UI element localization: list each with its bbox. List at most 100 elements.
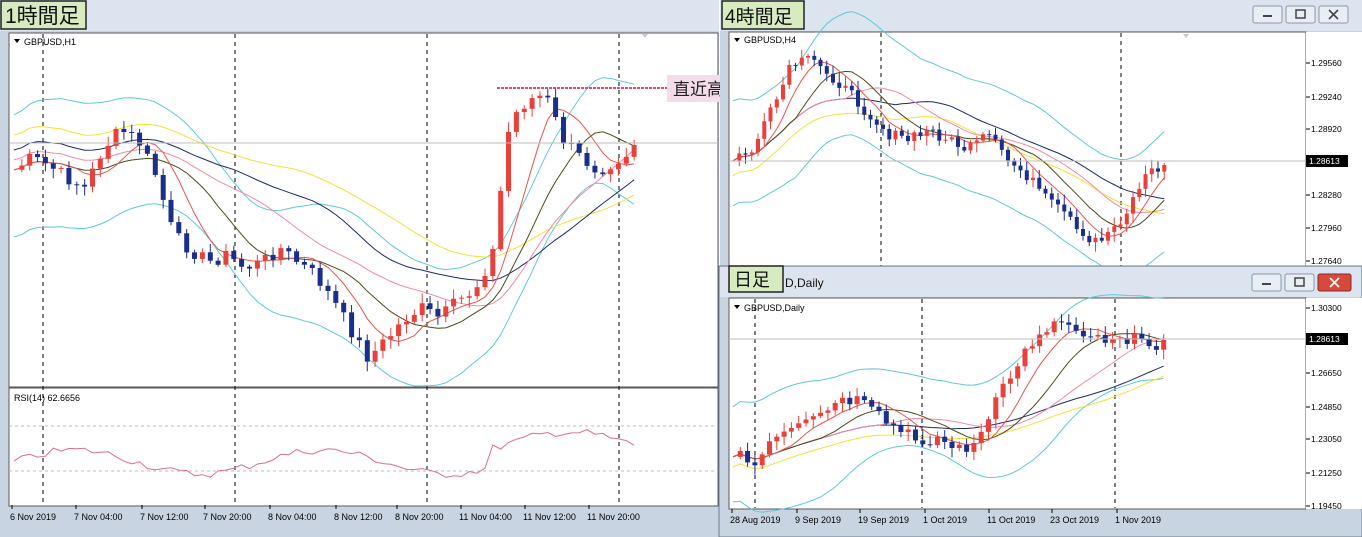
h4-candle-body: [762, 121, 767, 139]
daily-tag-box: [728, 265, 784, 293]
h4-tag: 4時間足: [725, 6, 793, 28]
h1-candle-body: [466, 296, 472, 298]
h4-maximize-button[interactable]: [1285, 5, 1316, 24]
daily-dropdown-icon[interactable]: [734, 305, 740, 309]
h1-candle-body: [27, 154, 33, 166]
h4-candle-body: [806, 55, 810, 58]
h4-candle-body: [749, 152, 754, 155]
daily-xtick-label: 9 Sep 2019: [795, 515, 841, 525]
daily-candle-body: [913, 429, 918, 441]
daily-candle-body: [803, 419, 809, 424]
h1-candle-body: [168, 199, 174, 223]
h4-candle-body: [981, 134, 985, 141]
h4-candle-body: [837, 82, 842, 88]
h1-candle-body: [576, 143, 582, 153]
h1-candle-body: [615, 163, 621, 170]
h4-ytick-label: 1.28920: [1311, 124, 1342, 134]
daily-candle-body: [964, 444, 970, 452]
h1-candle-body: [506, 131, 511, 191]
h1-xtick-label: 7 Nov 04:00: [74, 512, 123, 522]
daily-ytick-label: 1.23050: [1311, 434, 1342, 444]
h1-candle-body: [356, 337, 362, 341]
h4-candle-body: [831, 73, 835, 83]
daily-candle-body: [949, 441, 955, 448]
h1-candle-body: [247, 266, 252, 269]
maximize-icon: [1295, 9, 1306, 19]
h1-candle-body: [254, 260, 260, 269]
daily-candle-body: [810, 416, 816, 420]
daily-candle-body: [971, 443, 977, 452]
h4-candle-body: [1118, 224, 1123, 227]
h4-ma-pink: [732, 87, 1165, 214]
h4-candle-body: [881, 124, 885, 129]
daily-candle-body: [1037, 334, 1043, 347]
h1-candle-body: [561, 116, 566, 144]
daily-window[interactable]: D,Daily 1.30300 1.26650 1.24850 1.23050 1.21…: [718, 265, 1362, 537]
daily-window-title: D,Daily: [785, 276, 824, 290]
h1-candle-body: [584, 153, 590, 166]
h4-candle-body: [874, 119, 879, 125]
h4-candle-body: [943, 139, 948, 141]
h1-candle-body: [404, 321, 409, 325]
daily-xtick-label: 28 Aug 2019: [730, 515, 781, 525]
h4-candle-body: [849, 85, 854, 91]
daily-ytick-label: 1.26650: [1311, 368, 1342, 378]
h1-main-panel[interactable]: [8, 32, 719, 388]
h4-shift-marker-icon: [1183, 34, 1189, 38]
h1-xtick-label: 8 Nov 04:00: [268, 512, 317, 522]
daily-candle-body: [1124, 338, 1130, 344]
h4-candle-body: [868, 114, 873, 120]
h4-ytick-label: 1.29560: [1311, 58, 1342, 68]
daily-candle-body: [767, 441, 772, 455]
h4-candle-body: [987, 134, 992, 136]
h4-close-button[interactable]: [1318, 5, 1349, 24]
h1-title-bar[interactable]: [0, 0, 719, 31]
h4-indicator-lines: [732, 11, 1165, 274]
h1-candle-body: [482, 276, 488, 288]
daily-xtick-label: 11 Oct 2019: [987, 515, 1035, 525]
h1-candle-body: [50, 163, 56, 169]
h4-candle-body: [1018, 165, 1023, 171]
symbol-dropdown-icon[interactable]: [14, 39, 20, 43]
minimize-icon: [1263, 15, 1272, 17]
h4-candle-body: [1131, 197, 1135, 214]
h4-main-panel[interactable]: [728, 31, 1307, 268]
h4-dropdown-icon[interactable]: [734, 38, 740, 42]
h4-candle-body: [899, 130, 904, 136]
daily-candle-body: [993, 397, 999, 420]
h1-candle-body: [42, 157, 48, 164]
h1-candle-body: [419, 303, 425, 315]
h4-candle-body: [856, 90, 860, 107]
daily-candle-body: [861, 396, 867, 401]
daily-symbol-label: GBPUSD,Daily: [744, 303, 805, 313]
daily-candle-body: [818, 412, 824, 417]
daily-ytick-label: 1.19450: [1311, 501, 1342, 511]
h1-candle-body: [97, 158, 103, 169]
h1-candle-body: [270, 254, 276, 261]
daily-candle-body: [1110, 339, 1116, 343]
h1-candle-body: [341, 302, 347, 313]
h4-minimize-button[interactable]: [1252, 5, 1283, 24]
h1-candle-body: [309, 264, 315, 268]
h1-candle-body: [239, 259, 245, 267]
daily-candle-body: [774, 436, 780, 442]
h1-candle-body: [137, 132, 143, 146]
h1-rsi-panel[interactable]: [8, 387, 719, 507]
h4-candle-body: [862, 106, 867, 115]
h4-candle-body: [949, 137, 954, 140]
h1-window[interactable]: 直近高値 GBPUSD,H1 RSI(14) 62.6656 6 Nov 201…: [0, 0, 757, 537]
daily-maximize-button[interactable]: [1284, 273, 1315, 292]
daily-ytick-label: 1.24850: [1311, 402, 1342, 412]
h1-candle-body: [19, 165, 25, 170]
daily-candle-body: [978, 431, 984, 443]
h1-candle-body: [199, 252, 205, 259]
h1-candle-body: [521, 108, 527, 113]
daily-minimize-button[interactable]: [1251, 273, 1282, 292]
h4-window[interactable]: 1.29560 1.29240 1.28920 1.28280 1.27960 1.276…: [720, 0, 1362, 274]
daily-xtick-label: 19 Sep 2019: [858, 515, 909, 525]
h4-candle-body: [924, 129, 929, 136]
h1-candle-body: [74, 184, 80, 186]
daily-close-button[interactable]: [1317, 273, 1352, 292]
h4-candle-body: [1068, 211, 1073, 217]
